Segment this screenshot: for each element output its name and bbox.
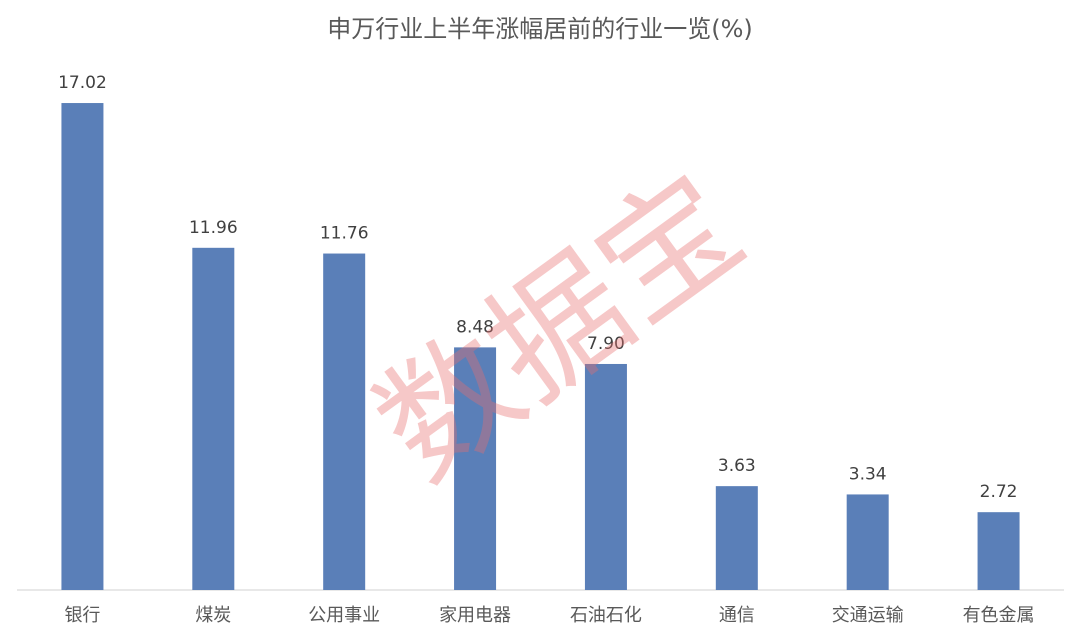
x-tick-label: 交通运输 [832,605,904,626]
chart-title: 申万行业上半年涨幅居前的行业一览(%) [327,15,753,43]
data-label: 8.48 [456,317,494,337]
watermark: 数据宝 [350,145,770,510]
x-tick-label: 石油石化 [570,605,642,626]
bar [323,253,366,591]
x-tick-label: 银行 [64,605,100,626]
bar [584,363,627,590]
data-label: 3.63 [718,456,756,476]
data-label: 3.34 [849,464,887,484]
x-tick-label: 通信 [719,605,755,626]
x-tick-label: 有色金属 [963,605,1035,626]
bar [977,512,1020,590]
data-label: 7.90 [587,334,625,354]
x-tick-label: 家用电器 [439,605,511,626]
data-label: 11.96 [189,218,238,238]
x-tick-label: 煤炭 [195,605,231,626]
bar [715,486,758,590]
bar [192,247,235,591]
data-label: 17.02 [58,73,107,93]
bar [454,347,497,590]
bar [61,103,104,591]
bar [846,494,889,590]
x-tick-label: 公用事业 [308,605,380,626]
data-label: 11.76 [320,224,369,244]
data-label: 2.72 [980,482,1018,502]
